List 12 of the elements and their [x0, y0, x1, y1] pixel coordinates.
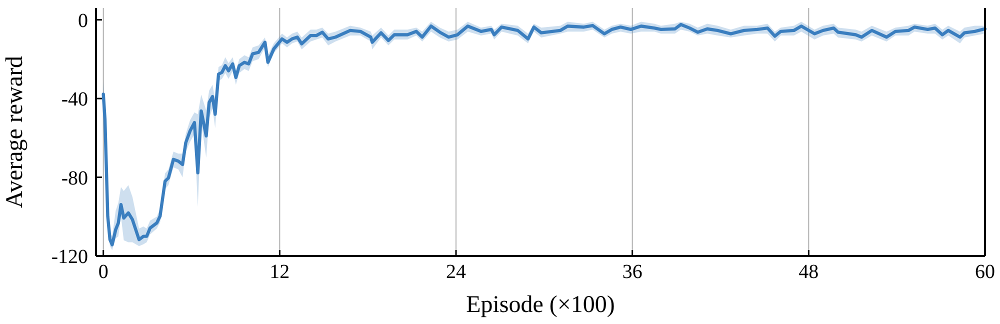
y-tick-label: 0: [78, 10, 88, 32]
x-tick-label: 36: [622, 261, 642, 283]
y-tick-label: -80: [61, 167, 88, 190]
y-tick-label: -120: [51, 246, 88, 268]
x-tick-label: 60: [975, 261, 995, 283]
y-tick-label: -40: [61, 88, 88, 111]
x-tick-label: 24: [446, 261, 466, 283]
x-tick-label: 48: [798, 261, 819, 283]
y-axis-title: Average reward: [2, 56, 28, 208]
x-tick-label: 12: [270, 261, 290, 283]
x-tick-label: 0: [98, 261, 108, 283]
x-axis-title: Episode (×100): [466, 292, 615, 318]
